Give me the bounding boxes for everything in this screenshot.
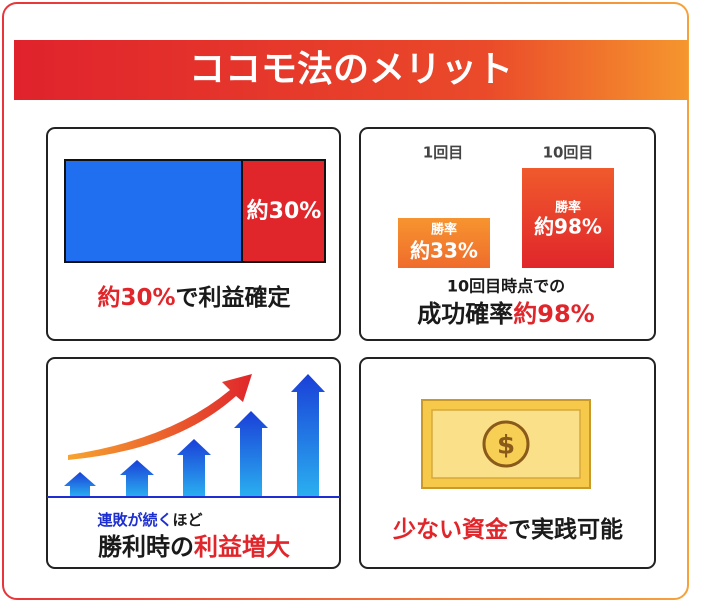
coin <box>482 420 530 468</box>
title-banner <box>14 40 688 100</box>
rate: 約33% <box>410 239 478 263</box>
bar-red <box>241 159 326 263</box>
title: ココモ法のメリット <box>189 49 513 90</box>
bar-label: 1回目 <box>423 144 463 162</box>
caption-part: 約98% <box>513 300 594 328</box>
bar-label: 約30% <box>247 198 322 224</box>
caption-part: で利益確定 <box>176 284 291 311</box>
caption: 少ない資金で実践可能 <box>392 516 623 543</box>
growth-arrows <box>64 374 325 497</box>
caption-small: 10回目時点での <box>447 277 565 296</box>
bar-blue <box>64 159 243 263</box>
rate-label: 勝率 <box>555 200 581 216</box>
caption-part: 約30% <box>97 284 175 311</box>
caption-small: 連敗が続くほど <box>97 511 202 529</box>
bar <box>522 168 614 268</box>
trend-arrow <box>68 374 252 460</box>
bar-label: 10回目 <box>543 144 594 162</box>
caption-part: ほど <box>173 511 203 529</box>
rate: 約98% <box>534 215 602 239</box>
caption: 約30%で利益確定 <box>97 284 290 311</box>
caption-part: で実践可能 <box>508 516 623 543</box>
bar <box>398 218 490 268</box>
rate-label: 勝率 <box>431 222 457 238</box>
caption-part: 連敗が続く <box>97 511 172 529</box>
coin-symbol: $ <box>497 431 515 461</box>
caption: 成功確率約98% <box>417 300 594 328</box>
caption-part: 勝利時の <box>98 533 194 561</box>
caption-part: 少ない資金 <box>392 516 509 543</box>
caption-part: 成功確率 <box>417 300 513 328</box>
caption: 勝利時の利益増大 <box>98 533 290 561</box>
caption-part: 利益増大 <box>194 533 290 561</box>
